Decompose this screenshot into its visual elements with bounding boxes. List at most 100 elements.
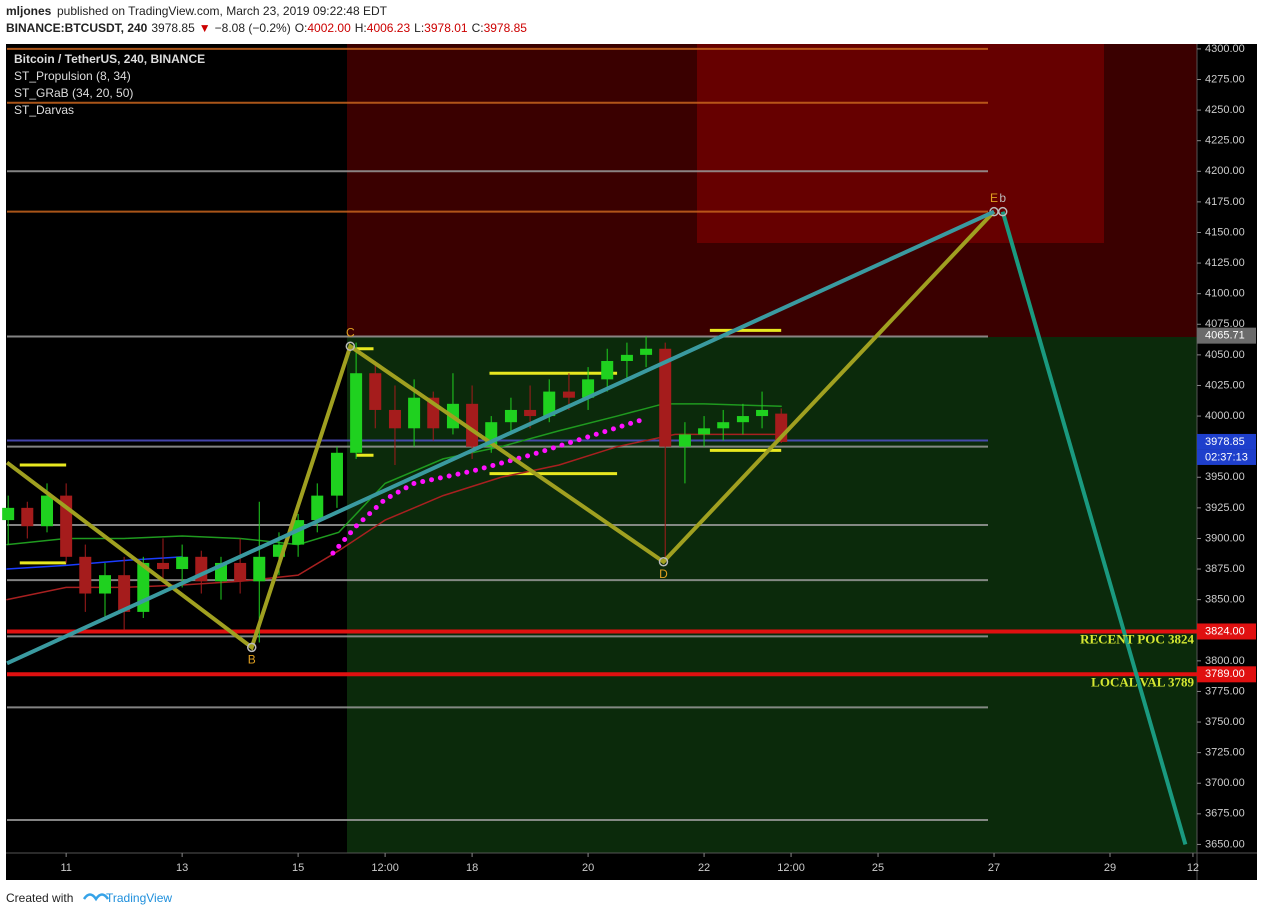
trend-line	[6, 209, 995, 666]
candle-body	[2, 507, 15, 521]
x-tick-label: 12	[1187, 862, 1199, 874]
price-tag	[1197, 327, 1256, 344]
logo	[82, 893, 110, 902]
candle-body	[369, 373, 382, 410]
header-field: 3978.85	[484, 21, 528, 35]
y-tick-label: 4125.00	[1205, 257, 1245, 269]
pattern-point	[658, 556, 669, 567]
footer-text: Created with	[6, 891, 73, 905]
key-level-label: LOCAL VAL 3789	[1091, 674, 1194, 689]
candle-body	[601, 360, 614, 380]
indicator-line	[330, 416, 649, 556]
x-tick-label: 11	[60, 862, 71, 874]
candle-body	[562, 391, 575, 398]
trend-line	[1000, 211, 1188, 845]
header-field: 4002.00	[307, 21, 351, 35]
candle-body	[582, 379, 595, 398]
y-tick-label: 3875.00	[1205, 563, 1245, 575]
pattern-label: C	[346, 325, 355, 339]
candle-body	[118, 575, 131, 612]
header-field: C:	[472, 21, 484, 35]
y-tick-label: 4175.00	[1205, 196, 1245, 208]
candle-body	[350, 373, 363, 453]
header-field: ▼	[199, 21, 211, 35]
candle-body	[330, 452, 343, 496]
y-tick-label: 4275.00	[1205, 73, 1245, 85]
y-tick-label: 4075.00	[1205, 318, 1245, 330]
header-field: L:	[414, 21, 424, 35]
candle-body	[620, 354, 633, 361]
candle-body	[504, 409, 517, 423]
candle-body	[234, 562, 247, 582]
y-tick-label: 3775.00	[1205, 685, 1245, 697]
candle-body	[408, 397, 421, 429]
y-tick-label: 4225.00	[1205, 135, 1245, 147]
footer-brand[interactable]: TradingView	[106, 891, 172, 905]
candle-body	[388, 409, 401, 429]
price-tag	[1197, 433, 1256, 450]
x-tick-label: 20	[582, 862, 594, 874]
candle-body	[736, 416, 749, 423]
price-tag-label: 3978.85	[1205, 436, 1245, 448]
y-tick-label: 4100.00	[1205, 288, 1245, 300]
indicator-line	[6, 556, 183, 570]
y-tick-label: 3925.00	[1205, 502, 1245, 514]
indicator-name: ST_GRaB (34, 20, 50)	[14, 86, 133, 100]
header-field: 4006.23	[367, 21, 411, 35]
pattern-label: D	[659, 567, 668, 581]
x-tick-label: 12:00	[777, 862, 805, 874]
header-field: 3978.01	[424, 21, 468, 35]
candle-body	[253, 556, 266, 582]
header-field: 3978.85	[151, 21, 195, 35]
y-tick-label: 4250.00	[1205, 104, 1245, 116]
y-tick-label: 3850.00	[1205, 594, 1245, 606]
y-tick-label: 3675.00	[1205, 808, 1245, 820]
x-tick-label: 13	[176, 862, 188, 874]
candle-body	[311, 495, 324, 521]
pattern-label: E	[990, 191, 998, 205]
y-tick-label: 4150.00	[1205, 226, 1245, 238]
price-tag-label: 4065.71	[1205, 330, 1245, 342]
author: mljones	[6, 4, 52, 18]
symbol-line: BINANCE:BTCUSDT, 240 3978.85 ▼ −8.08 (−0.2%…	[6, 21, 527, 35]
price-tag-label: 3824.00	[1205, 625, 1245, 637]
price-tag-label: 3789.00	[1205, 668, 1245, 680]
indicator-name: ST_Darvas	[14, 103, 74, 117]
pattern-point	[997, 206, 1008, 217]
price-tag	[1197, 666, 1256, 683]
x-tick-label: 18	[466, 862, 478, 874]
y-tick-label: 3750.00	[1205, 716, 1245, 728]
y-tick-label: 4300.00	[1205, 43, 1245, 55]
indicator-line	[6, 403, 782, 546]
y-tick-label: 4200.00	[1205, 165, 1245, 177]
plot	[2, 47, 1197, 845]
candle-body	[79, 556, 92, 594]
header-field: −8.08 (−0.2%)	[215, 21, 291, 35]
candle-body	[156, 562, 169, 570]
candle-body	[756, 409, 769, 417]
header-field: H:	[355, 21, 367, 35]
candle-body	[524, 409, 537, 417]
y-tick-label: 3650.00	[1205, 838, 1245, 850]
target-zone	[697, 44, 1104, 243]
indicator-name: ST_Propulsion (8, 34)	[14, 69, 131, 83]
y-tick-label: 3900.00	[1205, 532, 1245, 544]
pattern-label: B	[248, 653, 256, 667]
y-tick-label: 3800.00	[1205, 655, 1245, 667]
countdown: 02:37:13	[1205, 451, 1248, 463]
y-tick-label: 3725.00	[1205, 747, 1245, 759]
x-tick-label: 12:00	[371, 862, 399, 874]
candle-body	[543, 391, 556, 417]
pattern-point	[345, 341, 356, 352]
x-tick-label: 27	[988, 862, 1000, 874]
x-tick-label: 29	[1104, 862, 1116, 874]
x-tick-label: 22	[698, 862, 710, 874]
header-field: O:	[295, 21, 308, 35]
candle-body	[678, 434, 691, 447]
key-level-label: RECENT POC 3824	[1080, 631, 1194, 646]
chart-title: Bitcoin / TetherUS, 240, BINANCE	[14, 52, 205, 66]
candle-body	[466, 403, 479, 447]
published: published on TradingView.com, March 23, …	[57, 4, 388, 18]
countdown-tag	[1197, 449, 1256, 465]
